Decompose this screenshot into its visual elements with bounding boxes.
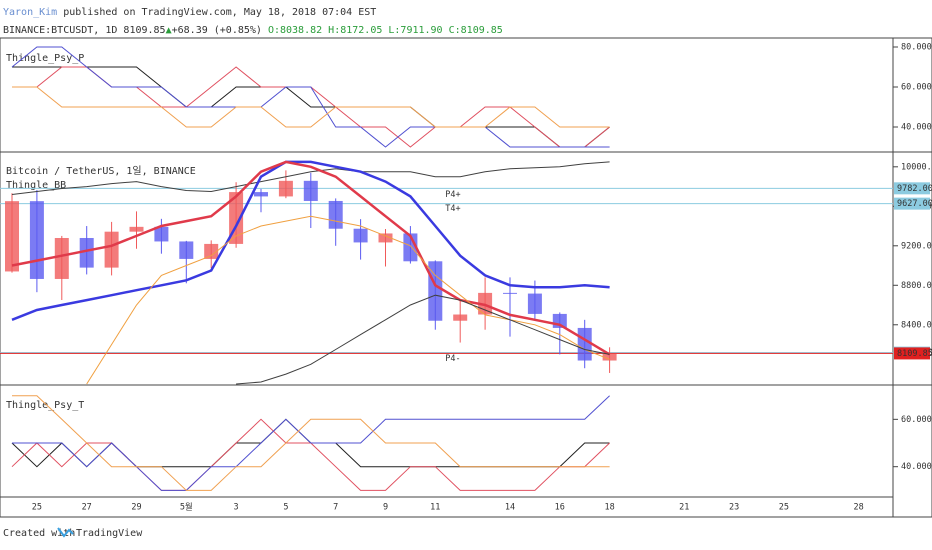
pane-lines	[11, 46, 610, 148]
symbol: BINANCE:BTCUSDT, 1D	[3, 25, 117, 36]
indicator-line	[11, 46, 610, 148]
candle-body	[29, 201, 44, 279]
candle-body	[179, 241, 194, 259]
pane-lines	[11, 395, 610, 491]
price-label-bg	[894, 197, 930, 210]
candle-body	[353, 228, 368, 243]
candle-body	[254, 192, 268, 197]
x-tick-label: 9	[383, 503, 388, 513]
candle-body	[328, 200, 343, 229]
candle-body	[378, 233, 393, 243]
x-tick-label: 5월	[180, 502, 193, 513]
annotation: P4+	[445, 190, 460, 200]
candle-body	[54, 237, 69, 279]
low: L:7911.90	[388, 25, 442, 36]
y-tick-label: 10000.00	[901, 162, 932, 172]
y-tick-label: 40.0000	[901, 123, 932, 133]
price-label: 9782.00	[897, 184, 932, 194]
price-label-bg	[894, 182, 930, 195]
x-tick-label: 27	[82, 503, 92, 513]
candle-body	[204, 243, 219, 259]
frame	[0, 37, 932, 518]
indicator-line	[11, 161, 610, 195]
indicator-line	[12, 86, 610, 128]
x-tick-label: 23	[729, 503, 739, 513]
candle-body	[5, 201, 19, 272]
candle-body	[453, 314, 468, 321]
pane-title: Thingle_Psy_P	[6, 53, 84, 64]
candle-body	[303, 180, 318, 201]
arrow: ▲	[166, 25, 172, 36]
indicator-line	[86, 215, 610, 385]
price-label: 8109.85	[897, 349, 932, 359]
candle-body	[278, 180, 293, 197]
last: 8109.85	[123, 25, 165, 36]
y-tick-label: 8800.00	[901, 281, 932, 291]
y-tick-label: 8400.00	[901, 320, 932, 330]
y-tick-label: 60.0000	[901, 415, 932, 425]
x-tick-label: 7	[333, 503, 338, 513]
x-tick-label: 25	[779, 503, 789, 513]
close: C:8109.85	[449, 25, 503, 36]
annotation: T4+	[445, 204, 460, 214]
y-tick-label: 80.0000	[901, 43, 932, 53]
indicator-line	[11, 160, 611, 356]
candle-body	[104, 231, 119, 268]
author: Yaron_Kim	[3, 7, 57, 18]
x-tick-label: 14	[505, 503, 515, 513]
symbol-line: BINANCE:BTCUSDT, 1D 8109.85▲+68.39 (+0.8…	[3, 25, 503, 36]
main-plot: P4+ T4+ P4-	[0, 160, 893, 385]
indicator-line	[236, 294, 610, 385]
price-label-bg	[894, 347, 930, 360]
footer-brand: TradingView	[76, 528, 143, 539]
published: published on TradingView.com, May 18, 20…	[63, 7, 376, 18]
open: O:8038.82	[268, 25, 322, 36]
price-label: 9627.00	[897, 199, 932, 209]
x-tick-label: 16	[555, 503, 565, 513]
x-tick-label: 18	[604, 503, 614, 513]
indicator-title: Thingle_BB	[6, 180, 66, 191]
x-tick-label: 21	[679, 503, 689, 513]
high: H:8172.05	[328, 25, 382, 36]
indicator-line	[12, 66, 610, 148]
pane-title: Thingle_Psy_T	[6, 400, 84, 411]
x-tick-label: 29	[131, 503, 141, 513]
x-tick-label: 11	[430, 503, 440, 513]
indicator-line	[11, 160, 610, 321]
indicator-line	[12, 395, 610, 491]
candle-body	[154, 226, 169, 242]
x-tick-label: 5	[283, 503, 288, 513]
header-line: Yaron_Kim published on TradingView.com, …	[3, 7, 376, 18]
x-tick-label: 28	[853, 503, 863, 513]
x-tick-label: 3	[234, 503, 239, 513]
annotation: P4-	[445, 354, 460, 364]
candle-body	[129, 226, 144, 232]
y-tick-label: 9200.00	[901, 241, 932, 251]
candle-body	[577, 327, 592, 361]
tv-logo	[57, 527, 74, 538]
candle-body	[527, 293, 542, 314]
main-title: Bitcoin / TetherUS, 1일, BINANCE	[6, 165, 196, 177]
x-tick-label: 25	[32, 503, 42, 513]
indicator-line	[12, 395, 610, 491]
candle-body	[503, 292, 517, 294]
y-tick-label: 60.0000	[901, 83, 932, 93]
candle-body	[602, 353, 617, 361]
y-tick-label: 40.0000	[901, 462, 932, 472]
footer-created: Created with	[3, 528, 75, 539]
change: +68.39 (+0.85%)	[172, 25, 262, 36]
candle-body	[79, 237, 94, 268]
